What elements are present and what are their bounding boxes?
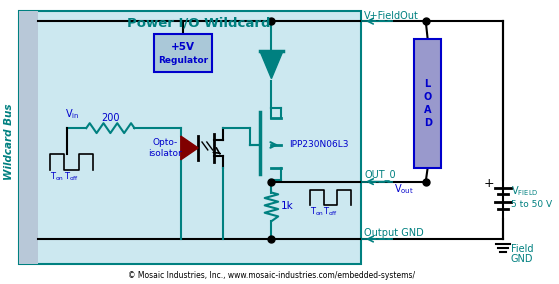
Text: 5 to 50 V: 5 to 50 V [510, 200, 552, 209]
FancyBboxPatch shape [19, 11, 38, 264]
Text: V$_{\rm FIELD}$: V$_{\rm FIELD}$ [510, 185, 538, 199]
Text: T$_{\rm off}$: T$_{\rm off}$ [323, 206, 338, 218]
Polygon shape [260, 51, 283, 79]
Text: +5V: +5V [170, 42, 195, 52]
Text: 1k: 1k [281, 201, 294, 211]
FancyBboxPatch shape [19, 11, 361, 264]
Text: © Mosaic Industries, Inc., www.mosaic-industries.com/embedded-systems/: © Mosaic Industries, Inc., www.mosaic-in… [128, 271, 415, 280]
Text: L
O
A
D: L O A D [424, 79, 432, 128]
Text: T$_{\rm off}$: T$_{\rm off}$ [64, 170, 79, 183]
Text: IPP230N06L3: IPP230N06L3 [289, 141, 348, 149]
FancyBboxPatch shape [414, 39, 441, 168]
Text: 200: 200 [101, 113, 120, 123]
FancyBboxPatch shape [154, 34, 212, 72]
Text: Wildcard Bus: Wildcard Bus [4, 104, 14, 180]
Text: Output GND: Output GND [364, 228, 424, 238]
Text: V$_{\rm in}$: V$_{\rm in}$ [65, 107, 79, 121]
Text: T$_{\rm on}$: T$_{\rm on}$ [310, 206, 324, 218]
Text: V$_{\rm out}$: V$_{\rm out}$ [394, 183, 414, 197]
Text: +: + [484, 177, 495, 190]
Text: V+FieldOut: V+FieldOut [364, 11, 419, 21]
Text: Field: Field [510, 244, 533, 254]
Polygon shape [181, 136, 198, 160]
Text: OUT_0: OUT_0 [364, 169, 396, 180]
Text: Opto-
isolator: Opto- isolator [149, 137, 182, 158]
Text: Power I/O Wildcard: Power I/O Wildcard [127, 17, 271, 30]
Text: T$_{\rm on}$: T$_{\rm on}$ [50, 170, 64, 183]
Text: Regulator: Regulator [158, 56, 208, 65]
Text: GND: GND [510, 254, 533, 264]
